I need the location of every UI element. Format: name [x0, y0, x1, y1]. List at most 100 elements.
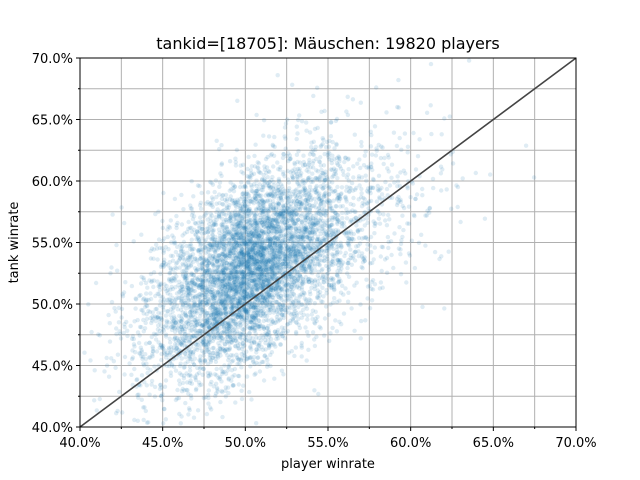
- scatter-point: [240, 217, 245, 222]
- scatter-point: [309, 140, 314, 145]
- scatter-point: [169, 284, 174, 290]
- scatter-point: [208, 201, 213, 206]
- scatter-point: [402, 131, 408, 136]
- scatter-point: [244, 277, 249, 282]
- scatter-point: [262, 274, 267, 280]
- scatter-point: [343, 195, 348, 200]
- scatter-point: [294, 320, 299, 325]
- scatter-point: [311, 158, 316, 164]
- scatter-point: [412, 265, 418, 271]
- scatter-point: [340, 283, 345, 288]
- scatter-point: [224, 293, 229, 298]
- scatter-point: [261, 272, 267, 278]
- scatter-point: [265, 199, 270, 204]
- scatter-point: [391, 130, 397, 135]
- scatter-point: [219, 222, 224, 227]
- scatter-point: [226, 284, 231, 290]
- scatter-point: [236, 373, 241, 379]
- scatter-point: [186, 321, 191, 327]
- scatter-point: [217, 180, 223, 185]
- scatter-point: [320, 186, 326, 191]
- scatter-point: [270, 174, 275, 180]
- scatter-point: [246, 154, 251, 160]
- scatter-point: [194, 268, 199, 273]
- scatter-point: [183, 338, 189, 344]
- scatter-point: [227, 347, 232, 352]
- scatter-point: [268, 192, 273, 197]
- scatter-point: [149, 278, 155, 283]
- scatter-point: [327, 184, 332, 189]
- scatter-point: [283, 282, 289, 287]
- scatter-point: [228, 337, 234, 343]
- scatter-point: [290, 82, 295, 88]
- scatter-point: [180, 303, 186, 308]
- scatter-point: [252, 279, 257, 284]
- scatter-point: [427, 206, 432, 211]
- scatter-point: [288, 226, 294, 231]
- scatter-point: [318, 163, 323, 168]
- scatter-point: [397, 135, 402, 141]
- scatter-point: [152, 384, 158, 390]
- scatter-point: [183, 274, 188, 279]
- scatter-point: [152, 394, 158, 399]
- scatter-point: [172, 196, 178, 202]
- scatter-point: [193, 375, 198, 381]
- scatter-point: [270, 276, 276, 281]
- scatter-point: [265, 237, 270, 243]
- scatter-point: [210, 182, 216, 187]
- scatter-point: [204, 300, 209, 306]
- scatter-point: [186, 353, 192, 359]
- scatter-point: [345, 94, 350, 100]
- scatter-point: [181, 207, 186, 212]
- scatter-point: [156, 237, 162, 242]
- scatter-point: [331, 189, 336, 195]
- scatter-point: [147, 340, 152, 346]
- scatter-point: [249, 188, 254, 193]
- scatter-point: [408, 195, 413, 200]
- scatter-point: [268, 352, 273, 357]
- scatter-point: [251, 315, 256, 320]
- scatter-point: [258, 170, 263, 175]
- scatter-point: [201, 297, 206, 303]
- scatter-point: [216, 330, 221, 335]
- scatter-point: [282, 240, 287, 245]
- scatter-point: [321, 163, 327, 168]
- scatter-point: [236, 250, 241, 255]
- scatter-point: [310, 230, 315, 235]
- scatter-point: [224, 311, 229, 317]
- scatter-point: [352, 328, 357, 333]
- scatter-point: [292, 282, 297, 287]
- scatter-point: [233, 163, 239, 168]
- scatter-point: [243, 191, 248, 196]
- scatter-point: [356, 243, 361, 248]
- scatter-point: [216, 375, 221, 380]
- scatter-point: [420, 186, 425, 192]
- scatter-point: [292, 276, 297, 281]
- scatter-point: [200, 322, 205, 328]
- scatter-point: [269, 254, 275, 259]
- scatter-point: [221, 263, 226, 268]
- scatter-point: [290, 258, 296, 264]
- scatter-point: [139, 354, 144, 359]
- scatter-point: [240, 260, 245, 265]
- scatter-point: [305, 301, 310, 306]
- scatter-point: [173, 368, 179, 373]
- scatter-point: [232, 241, 237, 246]
- scatter-point: [221, 305, 226, 310]
- scatter-point: [311, 93, 316, 99]
- scatter-point: [284, 209, 289, 214]
- scatter-point: [241, 239, 247, 244]
- scatter-point: [253, 331, 258, 336]
- scatter-point: [265, 289, 271, 295]
- scatter-point: [255, 165, 260, 170]
- scatter-point: [237, 297, 242, 302]
- scatter-point: [344, 175, 350, 180]
- scatter-point: [233, 262, 238, 267]
- scatter-point: [291, 207, 297, 212]
- scatter-point: [229, 306, 234, 311]
- scatter-point: [271, 244, 276, 249]
- scatter-point: [132, 319, 137, 324]
- scatter-point: [167, 260, 172, 265]
- scatter-point: [225, 334, 230, 339]
- scatter-point: [275, 242, 280, 247]
